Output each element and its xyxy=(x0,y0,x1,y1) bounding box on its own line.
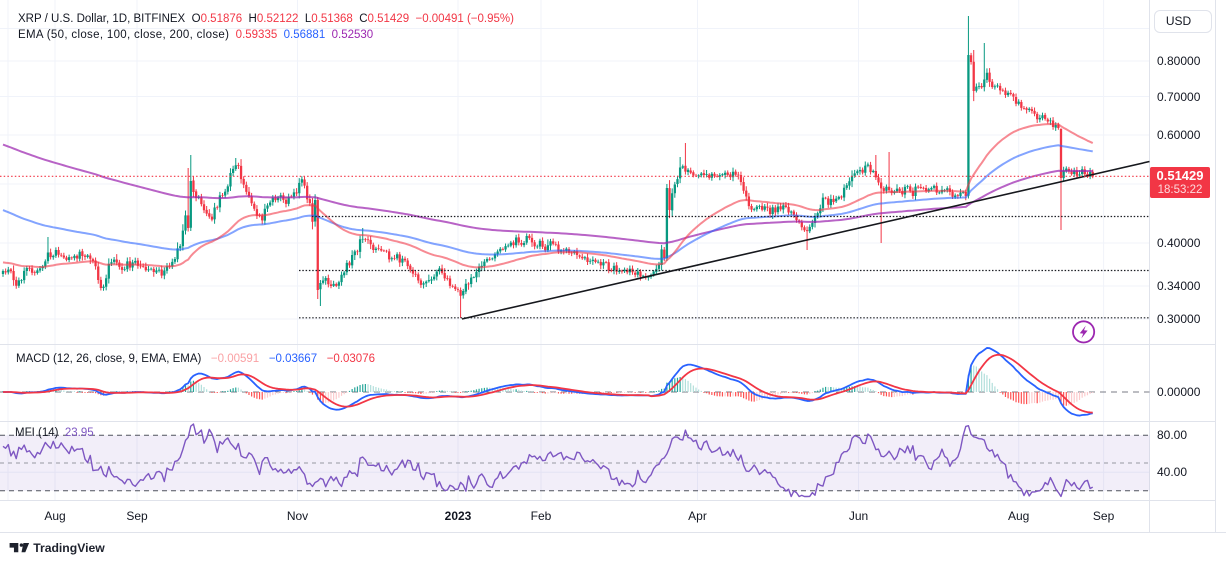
svg-text:TradingView: TradingView xyxy=(33,541,105,555)
